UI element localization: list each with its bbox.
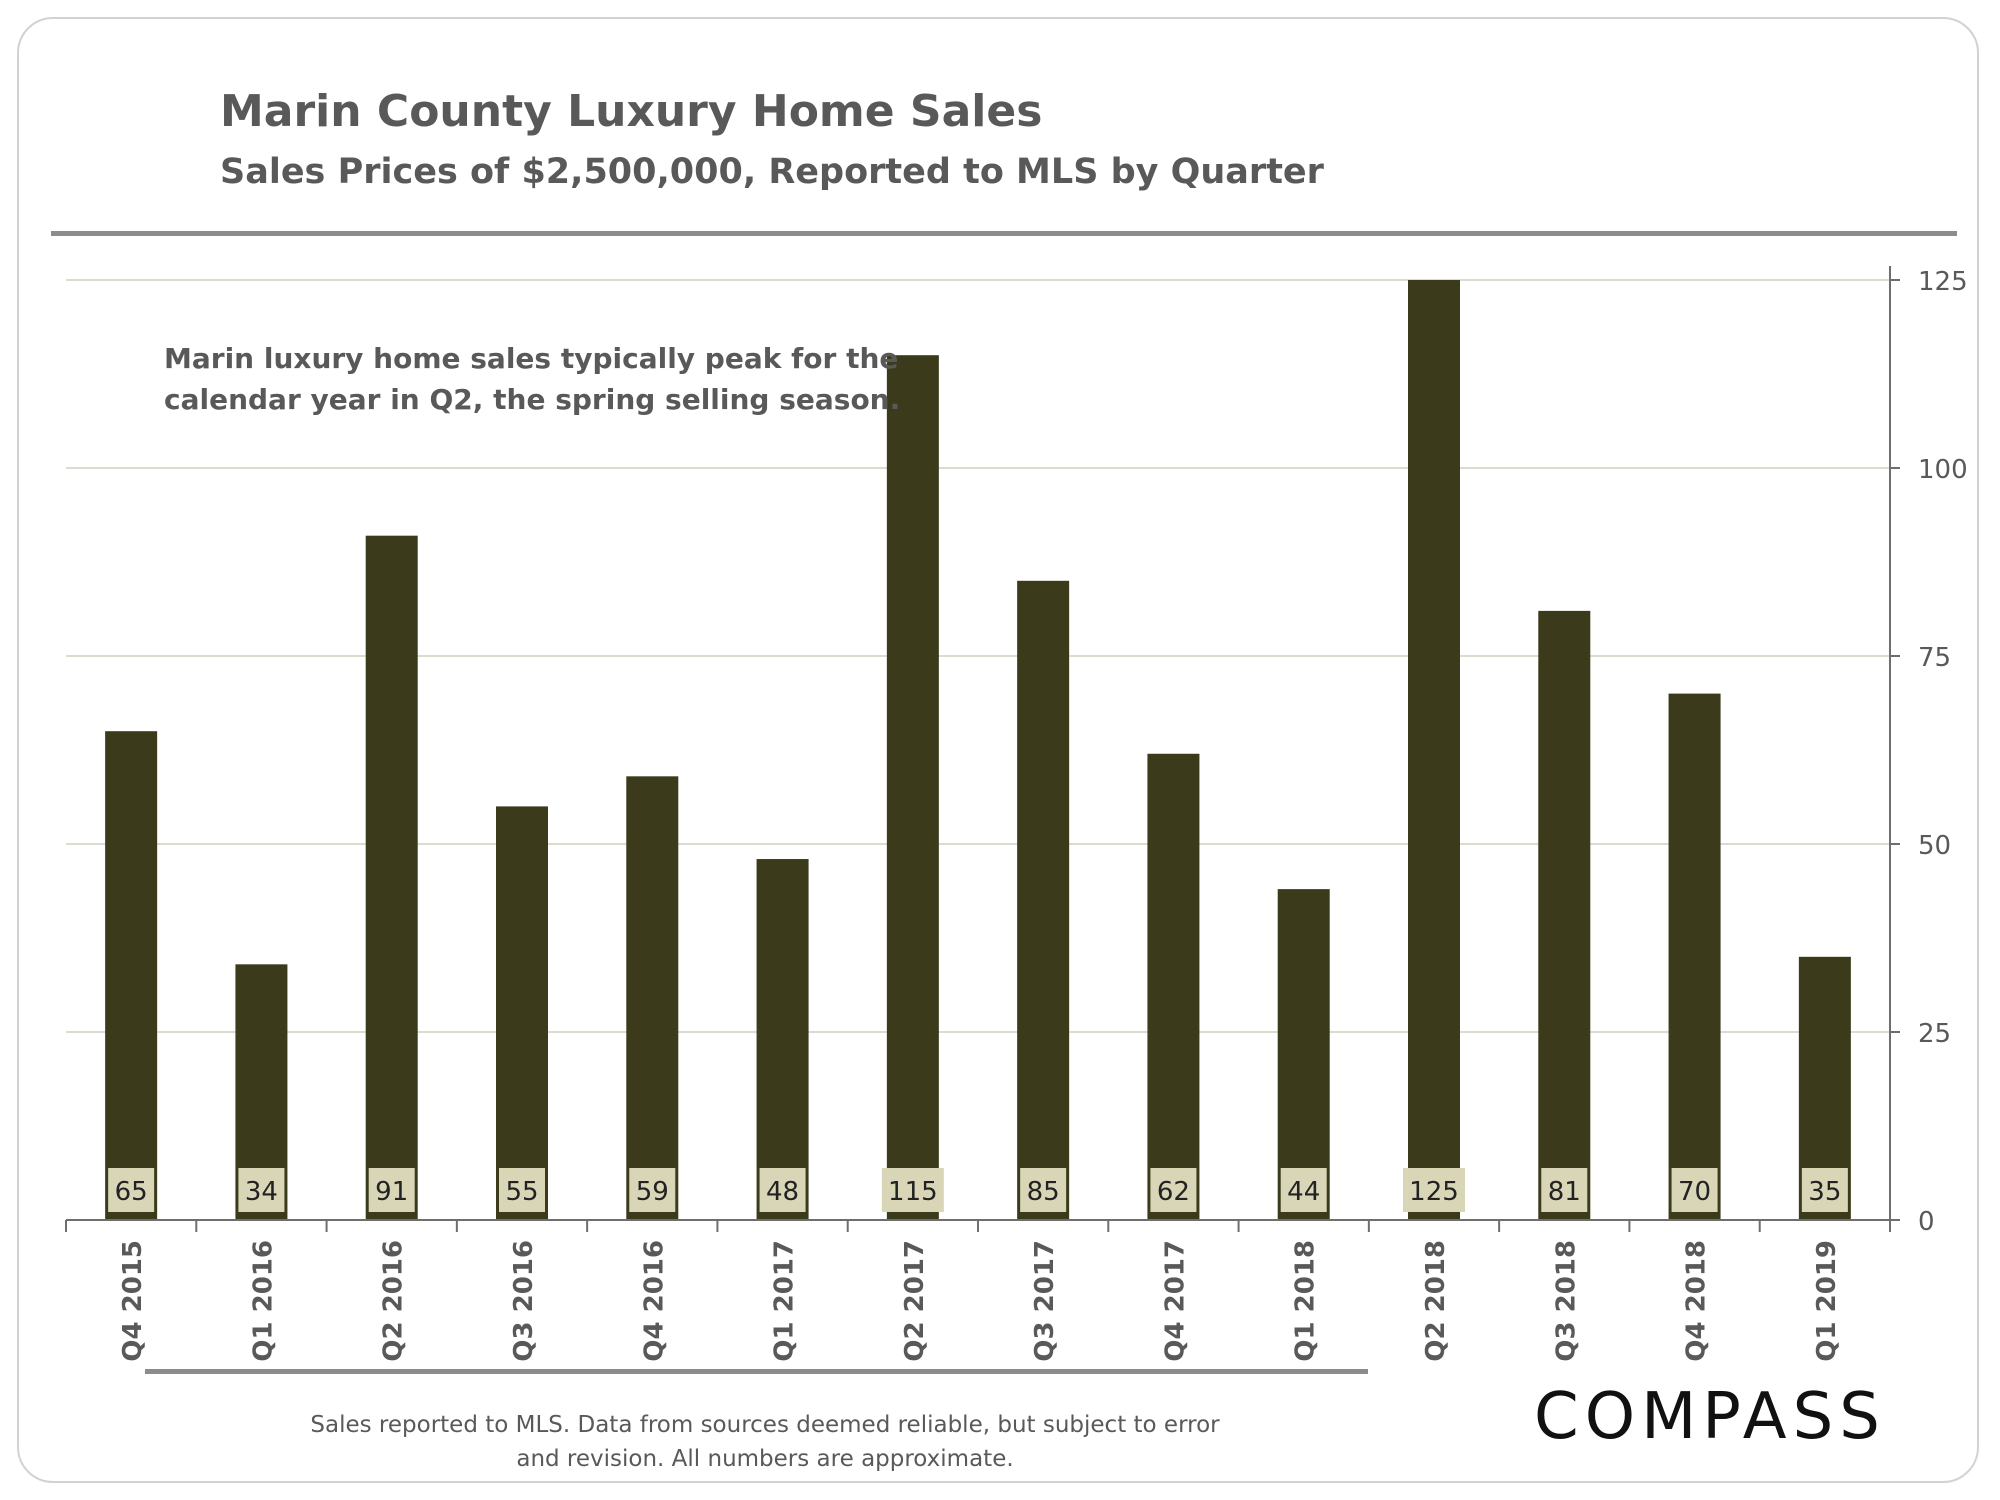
data-label-box xyxy=(1280,1168,1327,1212)
chart-title: Marin County Luxury Home Sales xyxy=(220,86,1043,137)
chart-subtitle: Sales Prices of $2,500,000, Reported to … xyxy=(220,152,1324,192)
bar xyxy=(886,355,939,1220)
data-label-box xyxy=(238,1168,285,1212)
data-label-box xyxy=(108,1168,155,1212)
x-tick-label: Q4 2017 xyxy=(1160,1240,1190,1362)
bar xyxy=(365,535,418,1220)
data-label: 91 xyxy=(375,1177,408,1207)
bar xyxy=(1277,889,1330,1220)
data-label: 115 xyxy=(888,1177,938,1207)
bar xyxy=(756,859,809,1220)
y-tick-label: 75 xyxy=(1918,643,1951,673)
bar xyxy=(496,806,548,1220)
data-label-box xyxy=(1801,1168,1848,1212)
data-label: 59 xyxy=(636,1177,669,1207)
data-label-box xyxy=(1020,1168,1067,1212)
data-label: 85 xyxy=(1027,1177,1060,1207)
footer-divider xyxy=(145,1369,1368,1374)
x-tick-label: Q3 2016 xyxy=(509,1240,539,1362)
y-tick-label: 50 xyxy=(1918,831,1951,861)
axes xyxy=(65,266,1900,1232)
footnote: Sales reported to MLS. Data from sources… xyxy=(270,1408,1260,1476)
chart-card xyxy=(17,17,1979,1483)
data-label: 48 xyxy=(766,1177,799,1207)
data-label-box xyxy=(1403,1168,1465,1212)
x-tick-label: Q1 2019 xyxy=(1812,1240,1842,1362)
x-tick-label: Q3 2017 xyxy=(1030,1240,1060,1362)
y-tick-labels: 0 25 50 75 100 125 xyxy=(1918,267,1968,1237)
compass-logo: COMPASS xyxy=(1534,1380,1886,1454)
x-tick-label: Q4 2018 xyxy=(1682,1240,1712,1362)
y-tick-label: 125 xyxy=(1918,267,1968,297)
data-label: 62 xyxy=(1157,1177,1190,1207)
data-label: 65 xyxy=(115,1177,148,1207)
header-divider xyxy=(51,231,1957,236)
bar xyxy=(1408,280,1460,1220)
x-tick-label: Q2 2016 xyxy=(379,1240,409,1362)
data-label-box xyxy=(629,1168,676,1212)
data-label-box xyxy=(368,1168,415,1212)
data-label: 81 xyxy=(1548,1177,1581,1207)
data-label-box xyxy=(1671,1168,1718,1212)
data-label: 44 xyxy=(1287,1177,1320,1207)
bars xyxy=(105,280,1851,1220)
chart-annotation: Marin luxury home sales typically peak f… xyxy=(164,338,900,420)
bar xyxy=(105,731,158,1220)
bar xyxy=(626,776,679,1220)
x-tick-label: Q3 2018 xyxy=(1551,1240,1581,1362)
data-label-box xyxy=(1150,1168,1197,1212)
bar xyxy=(1538,610,1591,1220)
data-label: 70 xyxy=(1678,1177,1711,1207)
annotation-line-1: Marin luxury home sales typically peak f… xyxy=(164,342,899,375)
data-label-box xyxy=(759,1168,806,1212)
x-tick-label: Q1 2017 xyxy=(770,1240,800,1362)
data-label: 125 xyxy=(1409,1177,1459,1207)
x-tick-label: Q4 2016 xyxy=(639,1240,669,1362)
data-label-box xyxy=(499,1168,545,1212)
data-label-box xyxy=(1541,1168,1588,1212)
data-label: 35 xyxy=(1808,1177,1841,1207)
y-tick-label: 25 xyxy=(1918,1019,1951,1049)
x-tick-labels: Q4 2015 Q1 2016 Q2 2016 Q3 2016 Q4 2016 Q1 20… xyxy=(118,1240,1842,1362)
annotation-line-2: calendar year in Q2, the spring selling … xyxy=(164,383,901,416)
x-tick-label: Q2 2018 xyxy=(1421,1240,1451,1362)
bar xyxy=(1017,580,1070,1220)
x-tick-label: Q1 2016 xyxy=(248,1240,278,1362)
y-tick-label: 0 xyxy=(1918,1207,1935,1237)
x-tick-label: Q1 2018 xyxy=(1291,1240,1321,1362)
data-label: 55 xyxy=(505,1177,538,1207)
x-tick-label: Q2 2017 xyxy=(900,1240,930,1362)
data-label: 34 xyxy=(245,1177,278,1207)
data-labels: 65 34 91 55 59 48 115 85 62 44 125 81 70 35 xyxy=(108,1168,1848,1212)
bar xyxy=(1147,753,1200,1220)
y-tick-label: 100 xyxy=(1918,455,1968,485)
footnote-line-2: and revision. All numbers are approximat… xyxy=(516,1446,1014,1472)
footnote-line-1: Sales reported to MLS. Data from sources… xyxy=(310,1412,1220,1438)
x-tick-label: Q4 2015 xyxy=(118,1240,148,1362)
data-label-box xyxy=(881,1168,944,1212)
bar xyxy=(1668,693,1721,1220)
